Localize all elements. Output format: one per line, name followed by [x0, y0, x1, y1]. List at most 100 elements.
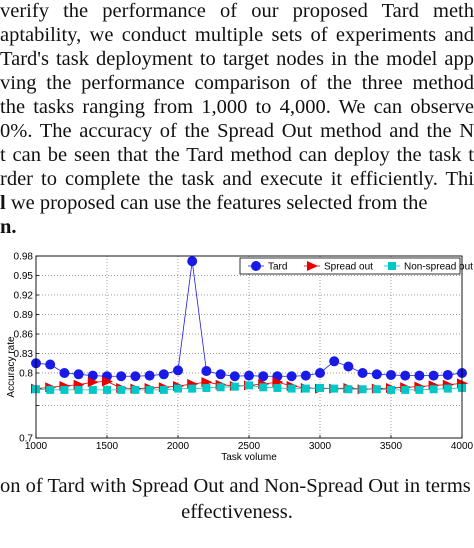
- x-axis-label: Task volume: [221, 452, 277, 463]
- data-point: [273, 383, 282, 392]
- data-point: [300, 370, 311, 381]
- x-tick-label: 2000: [167, 441, 190, 452]
- legend-label: Spread out: [324, 262, 373, 273]
- data-point: [442, 369, 453, 380]
- y-tick-label: 0.98: [14, 252, 34, 263]
- x-tick-label: 1500: [96, 441, 119, 452]
- data-point: [316, 383, 324, 392]
- data-point: [245, 381, 253, 390]
- data-point: [229, 371, 240, 382]
- data-point: [45, 359, 56, 370]
- data-point: [215, 369, 226, 380]
- data-point: [372, 385, 381, 394]
- legend-marker: [251, 261, 261, 271]
- data-point: [145, 385, 154, 394]
- legend-label: Non-spread out: [404, 262, 473, 273]
- paragraph-line: aptability, we conduct multiple sets of …: [0, 24, 474, 46]
- x-tick-label: 1000: [25, 441, 48, 452]
- paragraph-line: verify the performance of our proposed T…: [0, 0, 474, 22]
- data-point: [401, 385, 410, 394]
- data-point: [343, 361, 354, 372]
- y-tick-label: 0.95: [14, 271, 34, 282]
- figure-caption-line-2: effectiveness.: [181, 501, 293, 523]
- legend-box: [239, 257, 461, 275]
- y-tick-label: 0.83: [14, 349, 34, 360]
- legend-marker: [388, 262, 396, 270]
- data-point: [371, 369, 382, 380]
- series-layer: [31, 256, 468, 395]
- x-tick-label: 3000: [309, 441, 332, 452]
- legend-label: Tard: [268, 262, 287, 273]
- data-point: [87, 370, 98, 381]
- y-tick-label: 0.8: [19, 369, 33, 380]
- data-point: [130, 371, 141, 382]
- data-point: [428, 370, 439, 381]
- paragraph-line: ving the performance comparison of the t…: [0, 72, 474, 94]
- paragraph-line: Tard's task deployment to target nodes i…: [0, 48, 474, 70]
- data-point: [301, 384, 310, 393]
- paragraph-line: rder to complete the task and execute it…: [0, 168, 474, 190]
- data-point: [330, 384, 339, 393]
- data-point: [159, 385, 168, 394]
- data-point: [87, 377, 99, 388]
- data-point: [173, 365, 183, 376]
- chart-svg: 0.7 0.8 0.83 0.86 0.89 0.92 0.95 0.98 1000 1500 20…: [6, 252, 474, 464]
- data-point: [244, 370, 254, 381]
- x-tick-label: 3500: [380, 441, 403, 452]
- data-point: [358, 385, 367, 394]
- data-point: [187, 256, 198, 267]
- data-point: [60, 385, 69, 394]
- data-point: [59, 368, 70, 378]
- data-point: [116, 371, 127, 382]
- legend: Tard Spread out Non-spread out: [239, 257, 473, 275]
- data-point: [131, 385, 140, 394]
- data-point: [73, 369, 84, 380]
- bold-fragment: l: [0, 192, 6, 214]
- data-point: [443, 384, 452, 393]
- axis-layer: 0.7 0.8 0.83 0.86 0.89 0.92 0.95 0.98 1000 1500 20…: [6, 252, 474, 464]
- data-point: [102, 376, 113, 387]
- data-point: [400, 370, 411, 381]
- data-point: [258, 371, 269, 382]
- data-point: [88, 385, 97, 394]
- data-point: [174, 384, 182, 393]
- data-point: [158, 369, 169, 380]
- data-point: [414, 370, 425, 381]
- y-axis-label: Accuracy rate: [6, 336, 17, 398]
- data-point: [286, 371, 297, 382]
- data-point: [202, 383, 211, 392]
- y-tick-label: 0.89: [14, 310, 34, 321]
- legend-marker: [307, 261, 318, 271]
- paragraph-line: 0%. The accuracy of the Spread Out metho…: [0, 120, 474, 142]
- data-point: [201, 366, 212, 377]
- data-point: [344, 385, 353, 394]
- figure-caption-line-1: on of Tard with Spread Out and Non-Sprea…: [0, 475, 471, 497]
- paragraph-line: n.: [0, 216, 17, 238]
- data-point: [230, 382, 239, 391]
- grid-layer: [35, 255, 463, 439]
- paragraph-line: the tasks ranging from 1,000 to 4,000. W…: [0, 96, 474, 118]
- line-rest: we proposed can use the features selecte…: [5, 192, 428, 214]
- paragraph-line: l we proposed can use the features selec…: [0, 192, 474, 214]
- data-point: [386, 369, 396, 380]
- data-point: [415, 385, 424, 394]
- data-point: [287, 384, 296, 393]
- data-point: [117, 385, 126, 394]
- data-point: [46, 385, 55, 394]
- x-tick-label: 4000: [451, 441, 474, 452]
- data-point: [74, 385, 83, 394]
- data-point: [188, 384, 197, 393]
- accuracy-chart: 0.7 0.8 0.83 0.86 0.89 0.92 0.95 0.98 1000 1500 20…: [0, 246, 474, 466]
- data-point: [329, 356, 340, 367]
- data-point: [144, 370, 155, 381]
- data-point: [103, 385, 111, 394]
- x-tick-label: 2500: [238, 441, 261, 452]
- paragraph-line: t can be seen that the Tard method can d…: [0, 144, 474, 166]
- data-point: [315, 368, 325, 378]
- y-tick-label: 0.7: [19, 434, 33, 445]
- y-tick-label: 0.92: [14, 291, 34, 302]
- data-point: [429, 385, 438, 394]
- y-tick-label: 0.86: [14, 330, 34, 341]
- data-point: [216, 383, 225, 392]
- data-point: [357, 368, 368, 378]
